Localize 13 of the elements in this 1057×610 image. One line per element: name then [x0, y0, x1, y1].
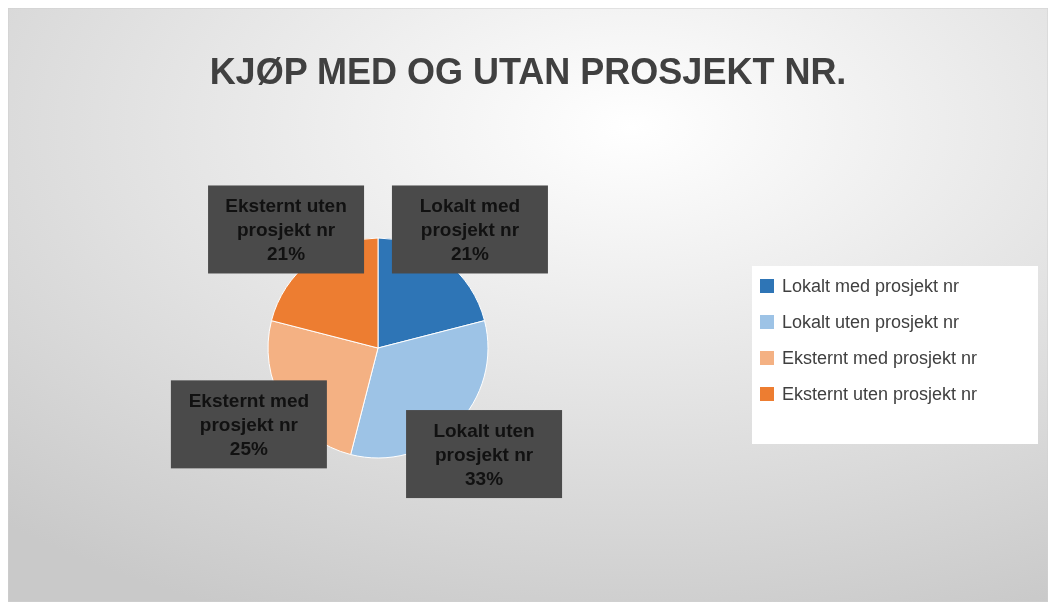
slice-label: Lokalt uten prosjekt nr: [433, 419, 535, 465]
slice-label: Eksternt med prosjekt nr: [188, 390, 310, 436]
data-label: 33%: [465, 467, 504, 489]
legend-label: Lokalt med prosjekt nr: [782, 276, 960, 296]
legend-label: Lokalt uten prosjekt nr: [782, 312, 960, 332]
data-label: 25%: [229, 438, 269, 460]
legend-label: Eksternt uten prosjekt nr: [782, 384, 978, 404]
slice-label: Eksternt uten prosjekt nr: [225, 195, 347, 241]
data-label: 21%: [267, 243, 306, 265]
data-label: 21%: [450, 243, 490, 265]
legend-label: Eksternt med prosjekt nr: [782, 348, 978, 368]
chart-title: KJØP MED OG UTAN PROSJEKT NR.: [209, 51, 847, 92]
slice-label: Lokalt med prosjekt nr: [419, 195, 521, 241]
